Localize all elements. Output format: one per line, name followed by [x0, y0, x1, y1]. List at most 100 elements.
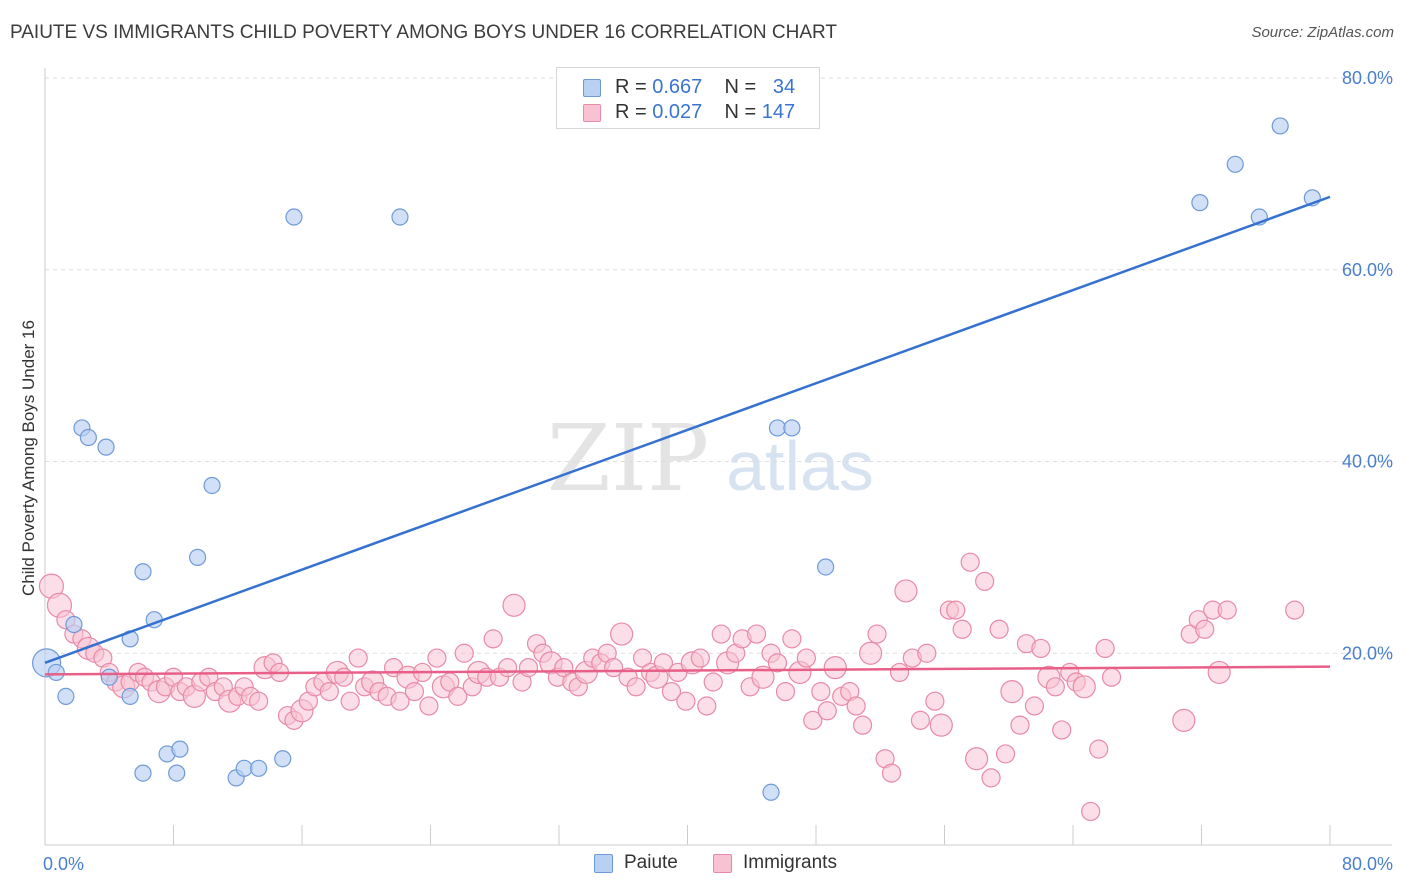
immigrants-point [661, 681, 682, 702]
legend-label-paiute: Paiute [624, 852, 678, 873]
r-value: 0.667 [652, 76, 703, 98]
watermark: ZIP atlas [547, 405, 874, 512]
paiute-point [134, 764, 152, 782]
immigrants-point [1217, 600, 1237, 620]
immigrants-point [502, 593, 526, 617]
series-legend: Paiute Immigrants [0, 852, 1406, 878]
legend-label-immigrants: Immigrants [743, 852, 837, 873]
paiute-point [97, 438, 115, 456]
immigrants-point [610, 622, 634, 646]
immigrants-point [925, 691, 945, 711]
correlation-legend: R = 0.667 N = 34 R = 0.027 N = 147 [556, 67, 820, 129]
paiute-point [57, 687, 75, 705]
paiute-point [1226, 155, 1244, 173]
n-label: N = [724, 101, 757, 123]
immigrants-point [518, 658, 539, 678]
immigrants-point [767, 653, 788, 673]
paiute-point [65, 615, 83, 634]
paiute-point [250, 759, 268, 777]
immigrants-point [1024, 696, 1045, 716]
immigrants-point [404, 681, 425, 702]
immigrants-point [711, 624, 731, 644]
n-label: N = [724, 76, 757, 98]
immigrants-point [1000, 679, 1024, 704]
grid-lines [45, 77, 1392, 654]
immigrants-point [775, 681, 796, 702]
immigrants-point [703, 672, 723, 692]
immigrants-point [632, 648, 653, 668]
y-tick-label: 20.0% [1342, 643, 1393, 663]
watermark-atlas: atlas [726, 427, 874, 505]
paiute-point [1271, 117, 1289, 135]
immigrants-point [483, 629, 503, 649]
paiute-point [171, 740, 189, 758]
immigrants-point [1285, 600, 1305, 620]
paiute-point [203, 476, 221, 495]
immigrants-point [751, 665, 775, 689]
immigrants-point [960, 552, 980, 572]
immigrants-point [1052, 720, 1072, 740]
axes [44, 68, 1392, 846]
immigrants-swatch [583, 104, 601, 122]
immigrants-point [1045, 677, 1065, 697]
immigrants-point [952, 619, 972, 639]
paiute-trend-line [44, 195, 1331, 665]
paiute-point [391, 208, 409, 226]
paiute-point [47, 663, 65, 682]
immigrants-swatch [713, 854, 732, 873]
immigrants-point [454, 643, 474, 663]
r-label: R = [615, 101, 647, 123]
immigrants-point [1207, 660, 1231, 685]
immigrants-point [448, 686, 468, 706]
immigrants-point [811, 681, 831, 702]
immigrants-point [989, 619, 1009, 639]
immigrants-point [1195, 619, 1215, 639]
x-tick-label: 80.0% [1342, 854, 1393, 874]
immigrants-point [1101, 667, 1122, 687]
immigrants-points [38, 552, 1305, 822]
x-tick-label: 0.0% [43, 854, 84, 874]
immigrants-point [859, 641, 883, 665]
immigrants-point [390, 691, 410, 711]
immigrants-point [319, 681, 339, 702]
immigrants-point [1072, 675, 1096, 699]
immigrants-point [881, 763, 902, 783]
n-value: 147 [761, 101, 796, 123]
immigrants-point [995, 744, 1016, 764]
paiute-point [817, 558, 835, 576]
paiute-point [783, 419, 801, 437]
paiute-point [100, 668, 118, 686]
immigrants-point [697, 696, 717, 716]
immigrants-point [817, 701, 837, 721]
paiute-point [285, 208, 303, 226]
immigrants-point [626, 677, 646, 697]
immigrants-point [910, 710, 931, 730]
immigrants-point [498, 658, 518, 678]
immigrants-point [1031, 638, 1051, 659]
y-tick-label: 40.0% [1342, 452, 1393, 472]
immigrants-point [803, 710, 823, 730]
n-value: 34 [772, 76, 796, 98]
immigrants-point [427, 648, 447, 668]
y-tick-label: 80.0% [1342, 68, 1393, 88]
immigrants-point [796, 648, 816, 668]
tick-labels: 20.0% 40.0% 60.0% 80.0% 0.0% 80.0% [43, 68, 1393, 874]
immigrants-point [867, 624, 887, 644]
immigrants-point [823, 656, 847, 680]
immigrants-point [419, 696, 439, 716]
immigrants-point [1081, 801, 1101, 822]
immigrants-point [1172, 708, 1196, 732]
y-axis-label: Child Poverty Among Boys Under 16 [19, 320, 38, 596]
immigrants-point [348, 648, 368, 668]
paiute-swatch [583, 79, 601, 97]
immigrants-point [1095, 638, 1115, 659]
paiute-point [79, 428, 97, 447]
immigrants-point [1089, 739, 1109, 759]
immigrants-point [889, 662, 910, 683]
immigrants-point [690, 648, 710, 668]
paiute-point [768, 419, 787, 437]
paiute-point [168, 764, 186, 782]
immigrants-point [965, 747, 989, 771]
immigrants-point [340, 691, 360, 711]
